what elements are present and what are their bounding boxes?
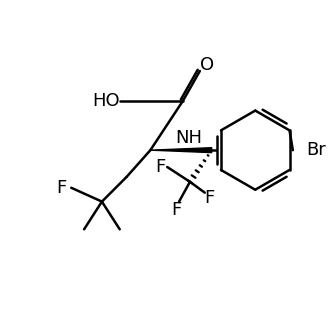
Text: HO: HO xyxy=(92,92,120,110)
Text: O: O xyxy=(200,56,214,74)
Text: F: F xyxy=(56,179,66,197)
Text: Br: Br xyxy=(307,141,326,159)
Text: F: F xyxy=(205,189,215,207)
Text: NH: NH xyxy=(176,129,203,147)
Text: F: F xyxy=(155,158,165,176)
Polygon shape xyxy=(150,148,212,153)
Text: F: F xyxy=(171,201,181,218)
